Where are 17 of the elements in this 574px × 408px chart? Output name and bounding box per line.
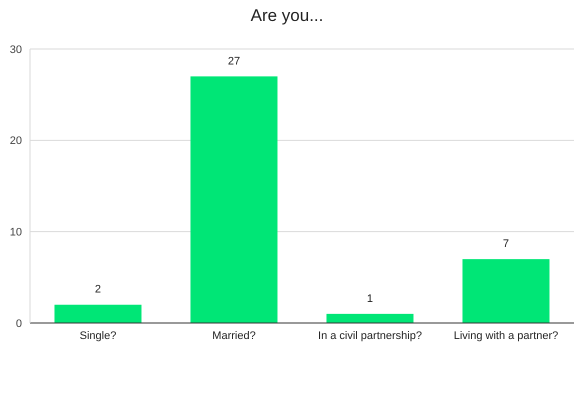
x-tick-label: In a civil partnership? [318,330,422,342]
bar [326,314,414,323]
y-tick-label: 10 [10,226,22,239]
data-label: 7 [502,238,510,250]
chart-title: Are you... [250,6,324,26]
y-tick-label: 30 [10,44,22,56]
data-label: 27 [228,55,240,68]
data-label: 1 [366,292,374,305]
x-tick-label: Married? [212,330,256,342]
data-label: 2 [94,284,102,296]
bar [190,76,278,323]
bar [54,304,142,323]
y-tick-label: 0 [16,318,22,330]
x-tick-label: Single? [80,330,116,342]
y-tick-label: 20 [10,135,22,148]
bar [462,259,550,323]
x-tick-label: Living with a partner? [454,330,558,342]
